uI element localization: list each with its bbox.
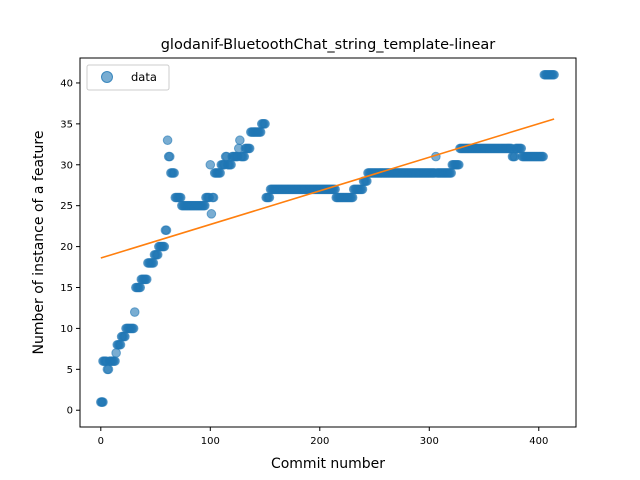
data-point — [454, 159, 464, 170]
data-point — [208, 192, 219, 203]
legend: data — [86, 64, 170, 91]
scatter-points — [96, 69, 559, 407]
y-axis-label: Number of instance of a feature — [31, 131, 47, 355]
data-point — [538, 151, 548, 162]
data-point — [244, 143, 255, 154]
data-point — [135, 282, 146, 293]
data-point — [446, 168, 456, 178]
y-tick-label: 40 — [60, 78, 73, 89]
fit-line — [100, 118, 555, 259]
y-tick-label: 35 — [60, 119, 73, 130]
data-point — [169, 168, 179, 178]
data-point — [115, 339, 126, 350]
x-axis-ticks: 0 100 200 300 400 — [98, 427, 548, 447]
data-point — [128, 323, 139, 334]
data-point — [549, 69, 559, 80]
data-point — [98, 397, 108, 407]
x-tick-label: 0 — [98, 436, 104, 447]
y-axis-ticks: 0 5 10 15 20 25 30 35 40 — [60, 78, 80, 417]
x-axis-label: Commit number — [271, 456, 385, 472]
data-point — [357, 184, 368, 195]
legend-marker — [101, 71, 113, 83]
y-tick-label: 15 — [60, 283, 73, 294]
data-point — [205, 159, 216, 170]
data-point — [152, 249, 163, 260]
x-tick-label: 100 — [201, 436, 220, 447]
data-point — [111, 348, 121, 358]
data-point — [255, 127, 266, 137]
plot-frame — [79, 57, 577, 428]
data-point — [129, 307, 140, 317]
y-tick-label: 30 — [60, 160, 73, 171]
plot-area — [80, 58, 576, 427]
data-point — [162, 135, 173, 146]
data-point — [141, 274, 152, 285]
data-point — [161, 225, 172, 236]
fit-line-group — [100, 118, 555, 259]
y-tick-label: 0 — [67, 406, 73, 417]
axes — [79, 57, 577, 428]
data-point — [110, 356, 120, 366]
data-point — [175, 192, 186, 203]
y-tick-label: 5 — [67, 365, 73, 376]
chart-title: glodanif-BluetoothChat_string_template-l… — [161, 37, 496, 53]
y-tick-label: 25 — [60, 201, 73, 212]
data-point — [215, 168, 225, 178]
x-tick-label: 300 — [420, 436, 439, 447]
data-point — [164, 151, 175, 162]
y-tick-label: 10 — [60, 324, 73, 335]
data-point — [516, 143, 527, 154]
data-point — [103, 364, 114, 375]
x-tick-label: 400 — [529, 436, 548, 447]
legend-label: data — [131, 70, 157, 84]
data-point — [347, 192, 358, 203]
data-point — [260, 119, 270, 129]
data-point — [200, 200, 210, 211]
x-tick-label: 200 — [310, 436, 329, 447]
plot-background — [80, 58, 576, 427]
data-point — [264, 192, 275, 203]
data-point — [148, 258, 159, 268]
data-point — [120, 331, 130, 342]
data-point — [239, 151, 250, 162]
data-point — [159, 241, 170, 252]
data-point — [235, 135, 245, 146]
y-tick-label: 20 — [60, 242, 73, 253]
data-point — [226, 159, 236, 170]
data-point — [206, 209, 217, 219]
